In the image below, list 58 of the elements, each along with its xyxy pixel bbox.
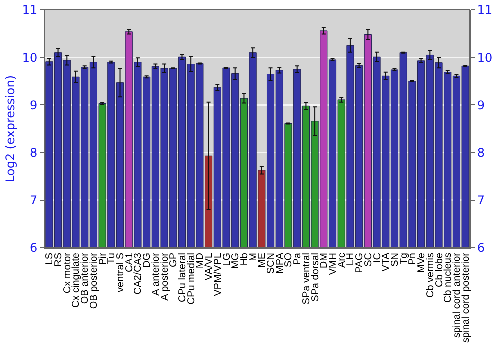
x-tick-label: LG — [222, 252, 233, 266]
x-tick-label: OB anterior — [80, 252, 92, 304]
x-tick-label: SPa dorsal — [310, 253, 322, 302]
y-tick-label: 7 — [30, 194, 38, 208]
x-tick-label: SO — [284, 252, 295, 268]
x-tick-label: VTA — [381, 252, 392, 272]
x-tick-label: CPu medial — [186, 253, 198, 305]
x-tick-label: Tg — [398, 253, 410, 265]
x-tick-label: Pa — [292, 252, 304, 266]
y2-tick-label: 10 — [477, 50, 493, 65]
x-tick-label: Pn — [408, 253, 419, 266]
x-tick-label: DG — [142, 252, 154, 268]
x-tick-label: Hb — [239, 252, 250, 266]
x-tick-label: SPa ventral — [301, 253, 312, 305]
x-tick-label: VMH — [328, 253, 340, 276]
x-tick-label: spinal cord anterior — [452, 252, 463, 338]
x-tick-label: VPM/VPL — [212, 252, 224, 296]
x-tick-label: Tu — [106, 253, 118, 264]
x-tick-label: ventral S — [116, 252, 127, 292]
x-tick-label: PAG — [354, 252, 366, 274]
y-tick-label: 8 — [30, 146, 38, 160]
x-tick-label: Arc — [336, 253, 348, 268]
y2-tick-label: 7 — [477, 194, 486, 208]
x-tick-label: RS — [54, 252, 65, 267]
x-tick-label: OB posterior — [88, 252, 100, 310]
x-tick-label: Cb nucleus — [443, 253, 454, 304]
x-tick-label: ME — [257, 252, 268, 268]
x-tick-label: LS — [44, 252, 56, 266]
x-tick-label: M — [248, 253, 260, 262]
x-tick-label: Cx cingulate — [71, 252, 82, 308]
y-tick-label: 10 — [22, 50, 38, 65]
y2-tick-label: 6 — [477, 241, 486, 256]
y2-tick-label: 9 — [477, 98, 486, 112]
x-tick-label: SN — [390, 253, 401, 267]
x-tick-label: LH — [346, 253, 357, 266]
y2-tick-label: 8 — [477, 146, 486, 160]
x-tick-label: spinal cord posterior — [460, 252, 472, 344]
x-tick-label: MVe — [416, 252, 428, 274]
x-tick-label: CA1 — [124, 252, 136, 272]
y2-tick-label: 11 — [477, 3, 493, 18]
x-tick-label: Cb vermis — [425, 253, 436, 298]
x-tick-label: A posterior — [160, 252, 171, 301]
y-tick-label: 9 — [30, 98, 38, 112]
y-axis-title: Log2 (expression) — [4, 76, 18, 182]
x-tick-label: Pir — [98, 252, 109, 266]
x-tick-label: Cx motor — [62, 252, 74, 294]
x-tick-label: IC — [372, 253, 384, 263]
x-tick-label: CA2/CA3 — [133, 252, 144, 295]
x-tick-label: DM — [319, 253, 330, 269]
x-tick-label: SC — [363, 253, 374, 267]
x-tick-label: Cb lobe — [434, 252, 446, 288]
x-tick-label: GP — [168, 252, 180, 268]
x-tick-label: CPu lateral — [177, 253, 188, 302]
x-tick-label: MPA — [274, 252, 286, 274]
x-tick-label: A anterior — [150, 252, 162, 296]
y-tick-label: 6 — [30, 241, 38, 256]
x-tick-label: SCN — [266, 253, 278, 274]
y-tick-label: 11 — [22, 3, 38, 18]
